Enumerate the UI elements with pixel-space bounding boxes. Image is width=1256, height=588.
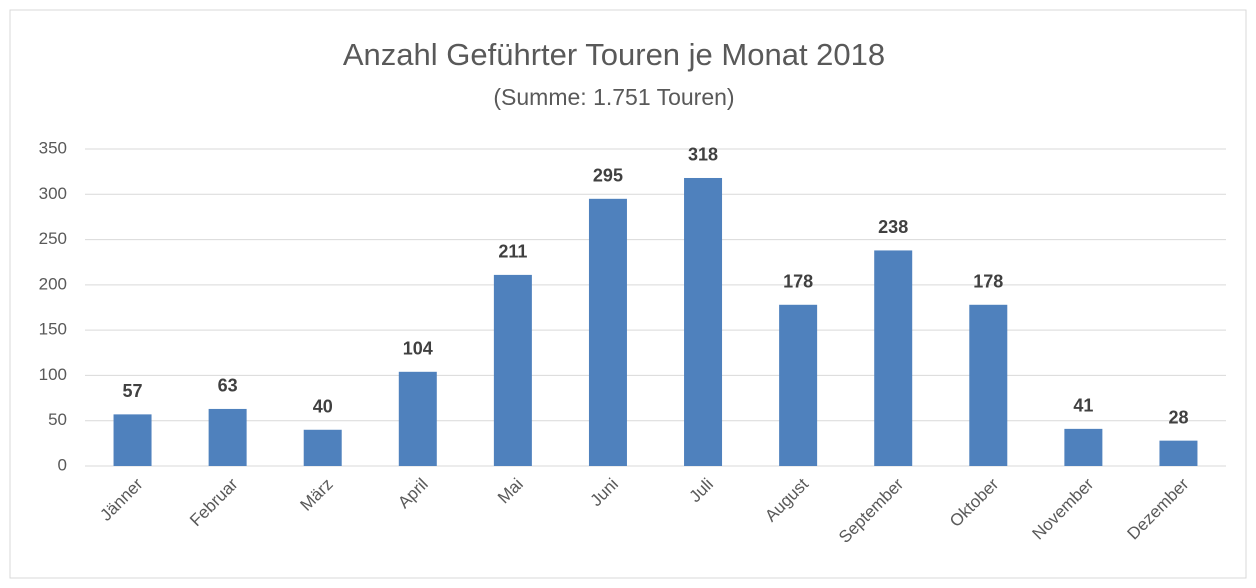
data-label: 238 xyxy=(878,217,908,237)
y-tick-label: 350 xyxy=(39,138,67,157)
chart-border xyxy=(9,9,1247,579)
bar xyxy=(208,408,247,466)
bar xyxy=(969,304,1008,466)
data-label: 295 xyxy=(593,166,623,186)
data-label: 63 xyxy=(218,376,238,396)
y-tick-label: 200 xyxy=(39,274,67,293)
data-label: 57 xyxy=(123,381,143,401)
bar xyxy=(113,414,152,466)
bar xyxy=(874,250,913,466)
y-tick-label: 300 xyxy=(39,184,67,203)
data-label: 41 xyxy=(1073,396,1093,416)
y-tick-label: 50 xyxy=(48,410,67,429)
data-label: 28 xyxy=(1168,407,1188,427)
bar xyxy=(1064,428,1103,466)
y-tick-label: 100 xyxy=(39,365,67,384)
data-label: 211 xyxy=(498,242,527,262)
bar xyxy=(779,304,818,466)
data-label: 318 xyxy=(688,145,718,165)
chart-subtitle: (Summe: 1.751 Touren) xyxy=(493,84,734,110)
bar xyxy=(1159,440,1198,466)
chart-title: Anzahl Geführter Touren je Monat 2018 xyxy=(343,37,885,72)
y-tick-label: 0 xyxy=(58,455,67,474)
bar xyxy=(588,198,627,467)
data-label: 178 xyxy=(783,272,813,292)
data-label: 40 xyxy=(313,397,333,417)
bar xyxy=(493,274,532,466)
bar xyxy=(398,371,437,466)
bar xyxy=(303,429,342,466)
y-tick-label: 250 xyxy=(39,229,67,248)
y-tick-label: 150 xyxy=(39,320,67,339)
data-label: 104 xyxy=(403,339,433,359)
bar xyxy=(684,177,723,467)
data-label: 178 xyxy=(973,272,1003,292)
